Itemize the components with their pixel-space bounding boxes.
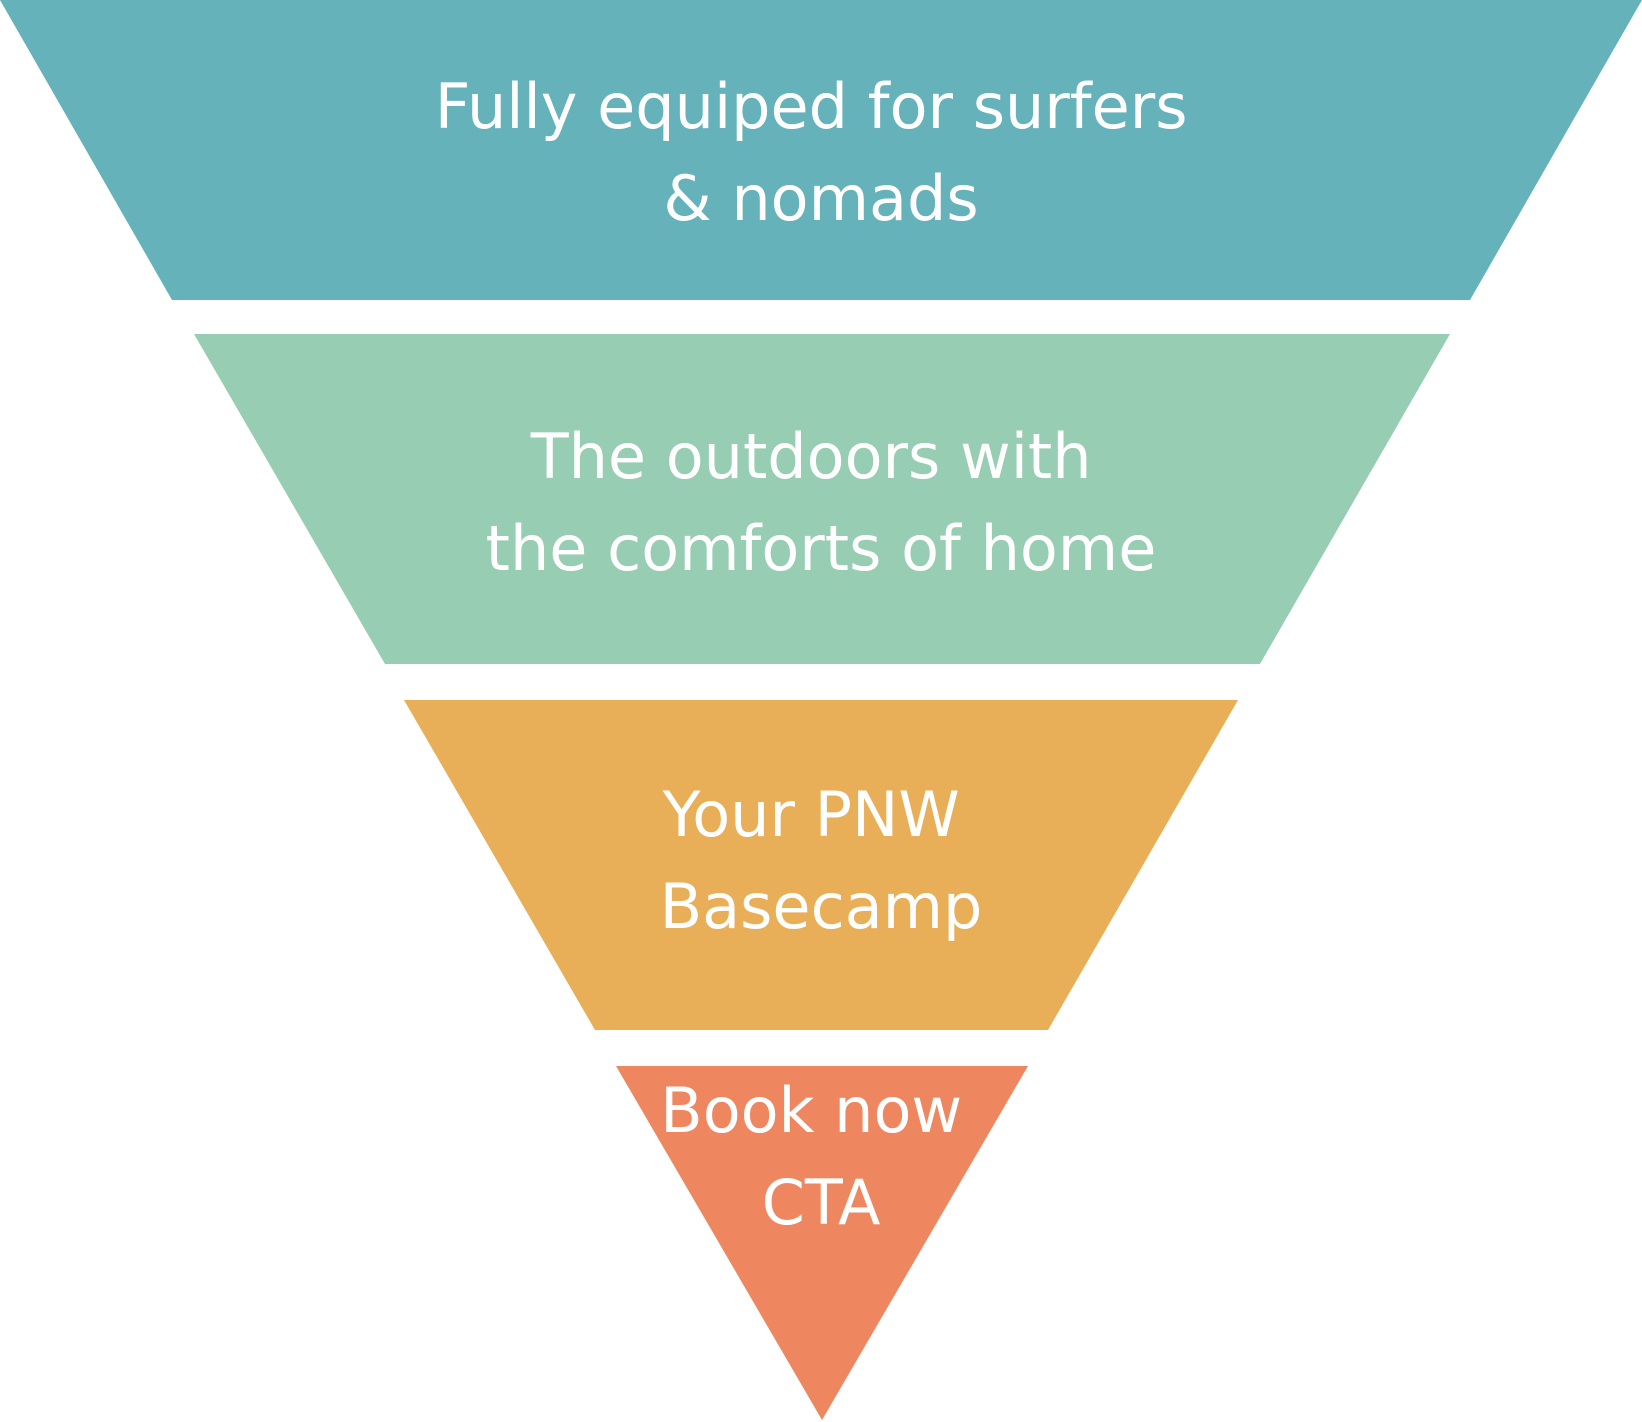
funnel-stage-2: The outdoors with the comforts of home <box>194 334 1450 664</box>
funnel-stage-2-line-1: The outdoors with <box>530 420 1092 493</box>
funnel-stage-4-line-2[interactable]: CTA <box>762 1166 881 1239</box>
funnel-stage-4-label[interactable]: Book now CTA <box>660 1074 982 1239</box>
funnel-stage-3-shape <box>404 700 1238 1030</box>
funnel-stage-1: Fully equiped for surfers & nomads <box>0 0 1642 300</box>
funnel-stage-1-shape <box>0 0 1642 300</box>
funnel-stage-2-label: The outdoors with the comforts of home <box>486 420 1157 585</box>
funnel-stage-1-line-2: & nomads <box>663 162 978 235</box>
funnel-stage-4-shape[interactable] <box>616 1066 1028 1420</box>
funnel-stage-3: Your PNW Basecamp <box>404 700 1238 1030</box>
funnel-stage-2-shape <box>194 334 1450 664</box>
funnel-stage-1-label: Fully equiped for surfers & nomads <box>435 70 1208 235</box>
funnel-stage-2-line-2: the comforts of home <box>486 512 1157 585</box>
funnel-stage-3-line-2: Basecamp <box>660 870 983 943</box>
funnel-stage-4-line-1[interactable]: Book now <box>660 1074 962 1147</box>
funnel-stage-4[interactable]: Book now CTA <box>616 1066 1028 1420</box>
funnel-stage-3-line-1: Your PNW <box>662 778 960 851</box>
funnel-stage-3-label: Your PNW Basecamp <box>660 778 983 943</box>
funnel-stage-1-line-1: Fully equiped for surfers <box>435 70 1188 143</box>
